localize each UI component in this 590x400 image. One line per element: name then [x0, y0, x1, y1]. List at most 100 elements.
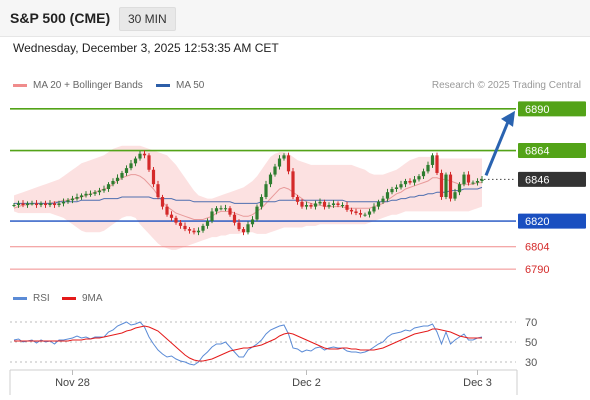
level-tag-6820 [518, 213, 586, 229]
legend-rsi: RSI [13, 293, 50, 304]
candle-body [156, 184, 160, 198]
candle-body [183, 225, 187, 230]
rsi-9ma-line [14, 325, 482, 362]
candle-body [444, 174, 448, 198]
ma50-line [14, 186, 483, 204]
candle-body [264, 184, 268, 198]
candle-body [187, 229, 192, 231]
legend-rsi-swatch [13, 296, 27, 300]
candle-body [385, 192, 390, 199]
candle-body [30, 203, 34, 205]
candle-body [142, 153, 147, 156]
candle-body [304, 205, 309, 207]
level-label-6820: 6820 [525, 216, 549, 228]
candle-body [268, 174, 273, 185]
candle-body [309, 205, 313, 207]
candle-body [435, 155, 439, 173]
candle-body [21, 203, 25, 206]
level-tag-6846 [518, 171, 586, 187]
legend-ma20-swatch [13, 83, 27, 87]
candle-body [367, 211, 372, 215]
candle-body [408, 180, 412, 183]
rsi-line [13, 321, 483, 366]
candle-body [214, 208, 219, 212]
candle-body [196, 230, 201, 233]
candle-body [232, 214, 237, 223]
level-label-6790: 6790 [525, 264, 549, 276]
candle-body [219, 208, 223, 210]
candle-body [358, 213, 363, 215]
candle-body [106, 184, 111, 189]
rsi-tick-30: 30 [525, 357, 537, 369]
legend-rsi-label: RSI [33, 293, 50, 304]
candle-body [246, 224, 250, 233]
candle-body [250, 219, 255, 225]
level-label-6890: 6890 [525, 104, 549, 116]
candle-body [75, 197, 79, 199]
candle-body [372, 206, 376, 212]
candle-body [102, 189, 106, 191]
candle-body [66, 200, 70, 202]
candle-body [237, 222, 241, 230]
legend-ma20-label: MA 20 + Bollinger Bands [33, 80, 143, 91]
candle-body [133, 158, 138, 164]
candle-body [471, 182, 475, 184]
copyright: Research © 2025 Trading Central [431, 80, 581, 91]
candle-body [93, 192, 97, 194]
candle-body [354, 211, 358, 214]
instrument-title: S&P 500 (CME) [10, 10, 111, 26]
level-label-6864: 6864 [525, 146, 549, 158]
candle-body [277, 158, 282, 167]
candle-body [84, 193, 88, 196]
candle-body [178, 222, 183, 226]
candle-body [61, 201, 66, 204]
candle-body [192, 230, 196, 233]
legend-ma50: MA 50 [156, 80, 204, 91]
candle-body [421, 171, 426, 177]
candle-body [345, 205, 349, 210]
candle-body [147, 155, 151, 170]
candle-body [12, 205, 16, 207]
level-label-6804: 6804 [525, 242, 549, 254]
candle-body [466, 174, 471, 183]
timeframe-button[interactable]: 30 MIN [119, 7, 176, 31]
candle-body [115, 177, 120, 181]
candle-body [160, 197, 165, 207]
candle-body [412, 179, 417, 183]
candle-body [340, 205, 345, 207]
candle-body [165, 206, 169, 215]
candle-body [43, 203, 48, 206]
candle-body [394, 187, 399, 189]
candle-body [255, 206, 259, 220]
candle-body [34, 203, 39, 206]
forecast-arrow-head [501, 110, 515, 127]
candle-body [430, 155, 435, 165]
forecast-arrow-shaft [484, 121, 510, 176]
candle-body [205, 221, 210, 226]
candle-body [313, 203, 318, 207]
candle-body [201, 225, 205, 231]
candle-body [88, 193, 93, 195]
candle-body [16, 203, 21, 206]
candle-body [327, 205, 331, 207]
candle-body [376, 201, 381, 207]
legend-9ma: 9MA [62, 293, 103, 304]
candle-body [48, 203, 52, 206]
candle-body [403, 180, 408, 185]
candle-body [25, 203, 30, 206]
candle-body [318, 201, 322, 204]
x-tick-label: Dec 2 [292, 377, 321, 389]
candle-body [475, 180, 480, 183]
x-tick-label: Nov 28 [55, 377, 90, 389]
legend-ma50-label: MA 50 [176, 80, 205, 91]
rsi-tick-70: 70 [525, 317, 537, 329]
candle-body [39, 203, 43, 206]
header-bar: S&P 500 (CME) 30 MIN [0, 0, 590, 37]
candle-body [363, 214, 367, 216]
level-label-6846: 6846 [525, 174, 549, 186]
candle-body [336, 203, 340, 206]
candle-body [417, 176, 421, 180]
candle-body [349, 209, 354, 212]
candle-body [124, 168, 129, 173]
candle-body [70, 198, 75, 201]
